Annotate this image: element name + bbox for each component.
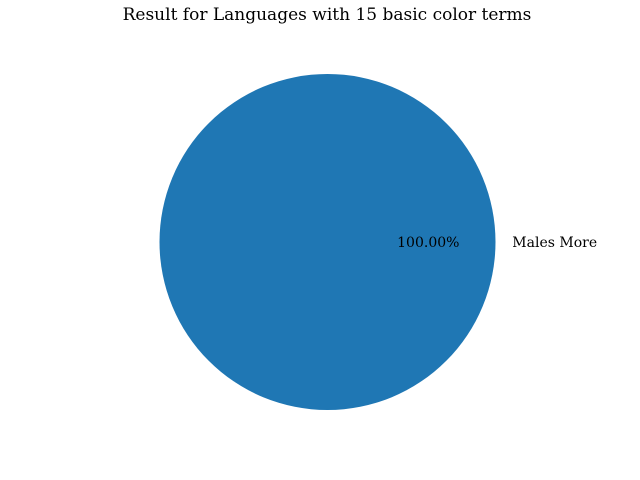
slice-label: Males More [512,235,597,251]
pie-slice [159,74,496,410]
slice-percent-label: 100.00% [397,235,459,251]
pie-labels: Males More 100.00% [397,235,597,251]
chart-title: Result for Languages with 15 basic color… [123,5,532,25]
pie-slices [159,74,496,410]
